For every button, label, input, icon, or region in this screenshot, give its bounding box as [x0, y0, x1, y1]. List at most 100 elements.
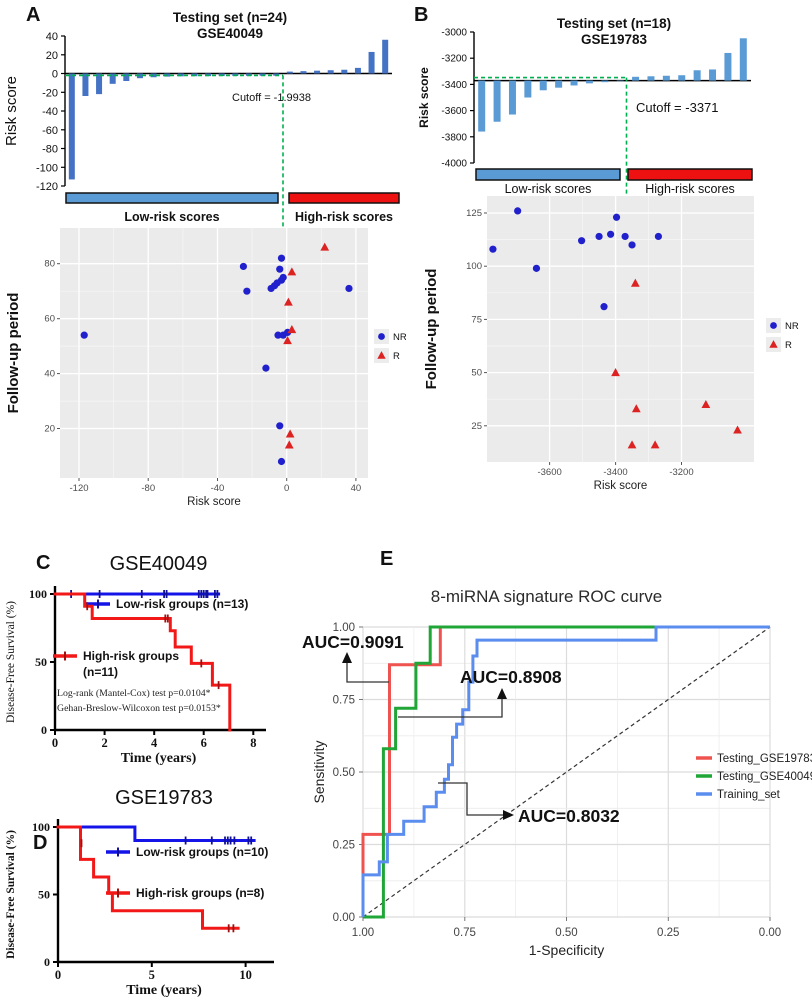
risk-score-bar	[739, 38, 747, 81]
x-tick-label: 0.75	[454, 927, 476, 939]
risk-score-bar	[693, 70, 701, 81]
x-tick-label: 0	[52, 736, 58, 750]
nr-point	[514, 207, 522, 215]
y-axis-label: Disease-Free Survival (%)	[5, 830, 17, 959]
y-tick-label: 0.00	[333, 912, 355, 924]
legend-nr-marker	[770, 322, 777, 329]
nr-point	[621, 232, 629, 241]
high-risk-group-bar	[288, 192, 400, 204]
y-tick-label: 40	[46, 31, 58, 43]
nr-point	[276, 265, 284, 273]
r-point	[627, 440, 637, 449]
risk-score-bar	[382, 39, 389, 74]
x-tick-label: 0	[55, 968, 61, 982]
roc-curve-testing_gse40049	[363, 625, 770, 919]
risk-score-bar	[508, 80, 516, 115]
scatter-y-axis-label: Follow-up period	[423, 269, 440, 390]
panel-label-b: B	[414, 4, 429, 26]
risk-score-bar	[524, 80, 532, 98]
cutoff-label: Cutoff = -1.9938	[232, 92, 311, 104]
risk-score-bar	[724, 52, 732, 81]
legend-label: Low-risk groups (n=13)	[116, 597, 248, 611]
auc-annotation-gse19783: AUC=0.9091	[302, 632, 404, 652]
x-tick-label: 5	[149, 968, 155, 982]
risk-score-bar	[327, 70, 334, 74]
y-tick-label: -3600	[441, 106, 467, 117]
risk-score-bar	[354, 67, 361, 74]
panel-d-chart: GSE19783 0 50 100 0 5 10 Time (years) Disease-Fr…	[5, 787, 274, 998]
legend-label: Testing_GSE40049	[717, 771, 812, 783]
y-tick-label: -80	[42, 144, 58, 156]
annotation-line	[398, 699, 503, 718]
risk-score-bar	[709, 69, 717, 81]
y-tick-label: 1.00	[333, 622, 355, 634]
x-tick-label: 0.00	[759, 927, 781, 939]
x-tick-label: -3200	[669, 467, 693, 478]
nr-point	[654, 232, 663, 241]
y-tick-label: -3800	[441, 132, 467, 143]
high-risk-group-label: High-risk scores	[295, 210, 393, 224]
x-tick-label: 4	[151, 736, 158, 750]
panel-a-risk-distribution: Testing set (n=24) GSE40049 40 20 0 -20 -40 -60…	[0, 0, 407, 530]
y-axis-label: Sensitivity	[311, 740, 327, 803]
y-tick-label: 75	[471, 314, 482, 325]
plot-background	[60, 228, 368, 478]
plot-background	[487, 196, 754, 462]
y-tick-label: 0.75	[333, 695, 355, 707]
r-point	[650, 440, 660, 449]
y-tick-label: 125	[466, 208, 482, 219]
legend-nr-marker	[378, 333, 385, 340]
x-tick-label: 0.50	[555, 927, 577, 939]
legend-nr-label: NR	[393, 332, 406, 343]
waterfall-y-axis-label: Risk score	[417, 67, 431, 128]
nr-point	[532, 264, 541, 272]
r-point	[611, 368, 620, 377]
y-tick-label: 100	[29, 587, 47, 601]
r-point	[287, 325, 297, 334]
panel-a-chart: Testing set (n=24)GSE40049 40 20 0 -20 -40 -60…	[3, 10, 407, 508]
legend-r-marker	[377, 351, 386, 359]
auc-annotation-gse40049: AUC=0.8908	[460, 667, 562, 687]
r-point	[733, 425, 742, 434]
y-tick-label: -120	[36, 181, 58, 193]
risk-score-bar	[136, 73, 143, 79]
panel-a-title: GSE40049	[197, 26, 263, 41]
panel-label-c: C	[36, 552, 51, 574]
x-tick-label: -3600	[537, 467, 561, 478]
scatter-y-axis-label: Follow-up period	[5, 293, 22, 414]
y-axis-label: Disease-Free Survival (%)	[5, 601, 17, 723]
risk-score-bar	[493, 80, 501, 122]
x-tick-label: 40	[351, 483, 362, 494]
y-tick-label: 80	[44, 259, 55, 270]
panel-b-risk-distribution: Testing set (n=18) GSE19783 -3000 -3200 -340…	[406, 0, 812, 530]
nr-point	[279, 273, 287, 282]
legend-label: Training_set	[717, 789, 781, 801]
y-tick-label: 0.50	[333, 767, 355, 779]
panel-b-chart: Testing set (n=18)GSE19783 -3000 -3200 -340…	[417, 16, 799, 492]
y-tick-label: 0.25	[333, 840, 355, 852]
legend-nr-label: NR	[785, 321, 799, 332]
panel-d-survival-curve: GSE19783 0 50 100 0 5 10 Time (years) Disease-Fr…	[0, 760, 300, 1005]
legend-label: (n=11)	[83, 665, 118, 679]
low-risk-group-bar	[475, 168, 621, 181]
y-tick-label: 50	[471, 368, 482, 379]
x-tick-label: 8	[250, 736, 256, 750]
y-tick-label: 40	[44, 369, 55, 380]
y-tick-label: -100	[36, 162, 58, 174]
km-title: GSE40049	[110, 553, 208, 575]
legend-r-marker	[769, 340, 778, 348]
panel-e-roc-curve: 8-miRNA signature ROC curve 1.00 0.75 0.50 0…	[300, 530, 812, 1005]
nr-point	[607, 230, 615, 238]
low-risk-group-label: Low-risk scores	[124, 210, 219, 224]
legend-r-label: R	[393, 351, 400, 362]
risk-score-bar	[662, 75, 670, 81]
y-tick-label: 50	[38, 888, 50, 902]
risk-score-bar	[570, 80, 578, 86]
annotation-arrowhead	[503, 810, 514, 820]
risk-score-bar	[314, 70, 321, 74]
x-tick-label: -120	[70, 483, 89, 494]
risk-score-bar	[647, 76, 655, 81]
x-tick-label: 10	[239, 968, 252, 982]
risk-score-bar	[164, 73, 171, 77]
